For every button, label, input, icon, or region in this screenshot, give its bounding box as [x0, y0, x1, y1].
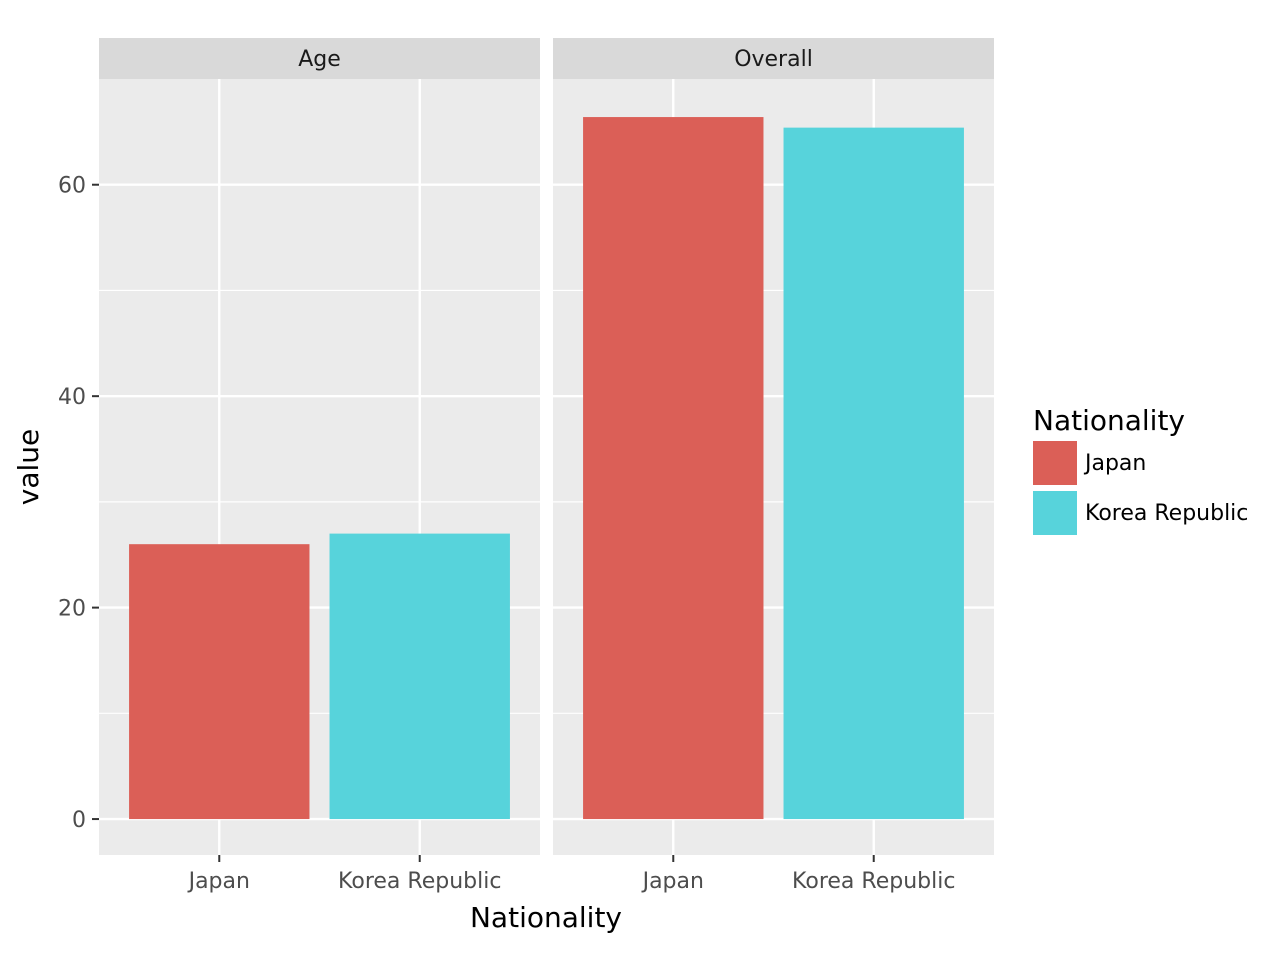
x-axis-title: Nationality [470, 901, 622, 934]
facet-panel-overall: Overall Japan Korea Republic [553, 38, 994, 894]
bar-age-korea-republic [329, 533, 510, 820]
y-tick-label: 60 [58, 174, 86, 199]
x-tick-label: Korea Republic [338, 869, 501, 894]
x-tick-label: Japan [187, 869, 250, 894]
legend-key-korea-republic [1033, 491, 1077, 535]
bar-age-japan [129, 544, 310, 820]
legend-label: Korea Republic [1085, 501, 1248, 526]
legend: Nationality Japan Korea Republic [1033, 404, 1248, 535]
x-tick-label: Japan [641, 869, 704, 894]
facet-panel-age: Age Japan Korea Republic [99, 38, 540, 894]
y-axis-title: value [12, 429, 45, 505]
legend-title: Nationality [1033, 404, 1185, 437]
bar-overall-japan [583, 117, 764, 820]
legend-label: Japan [1083, 451, 1146, 476]
facet-strip-label: Overall [734, 47, 813, 72]
bar-overall-korea-republic [783, 127, 964, 820]
facet-strip-label: Age [298, 47, 341, 72]
y-tick-label: 0 [72, 808, 86, 833]
x-tick-label: Korea Republic [792, 869, 955, 894]
facet-strip [99, 38, 540, 79]
facet-strip [553, 38, 994, 79]
legend-key-japan [1033, 441, 1077, 485]
y-tick-label: 40 [58, 385, 86, 410]
y-tick-label: 20 [58, 597, 86, 622]
